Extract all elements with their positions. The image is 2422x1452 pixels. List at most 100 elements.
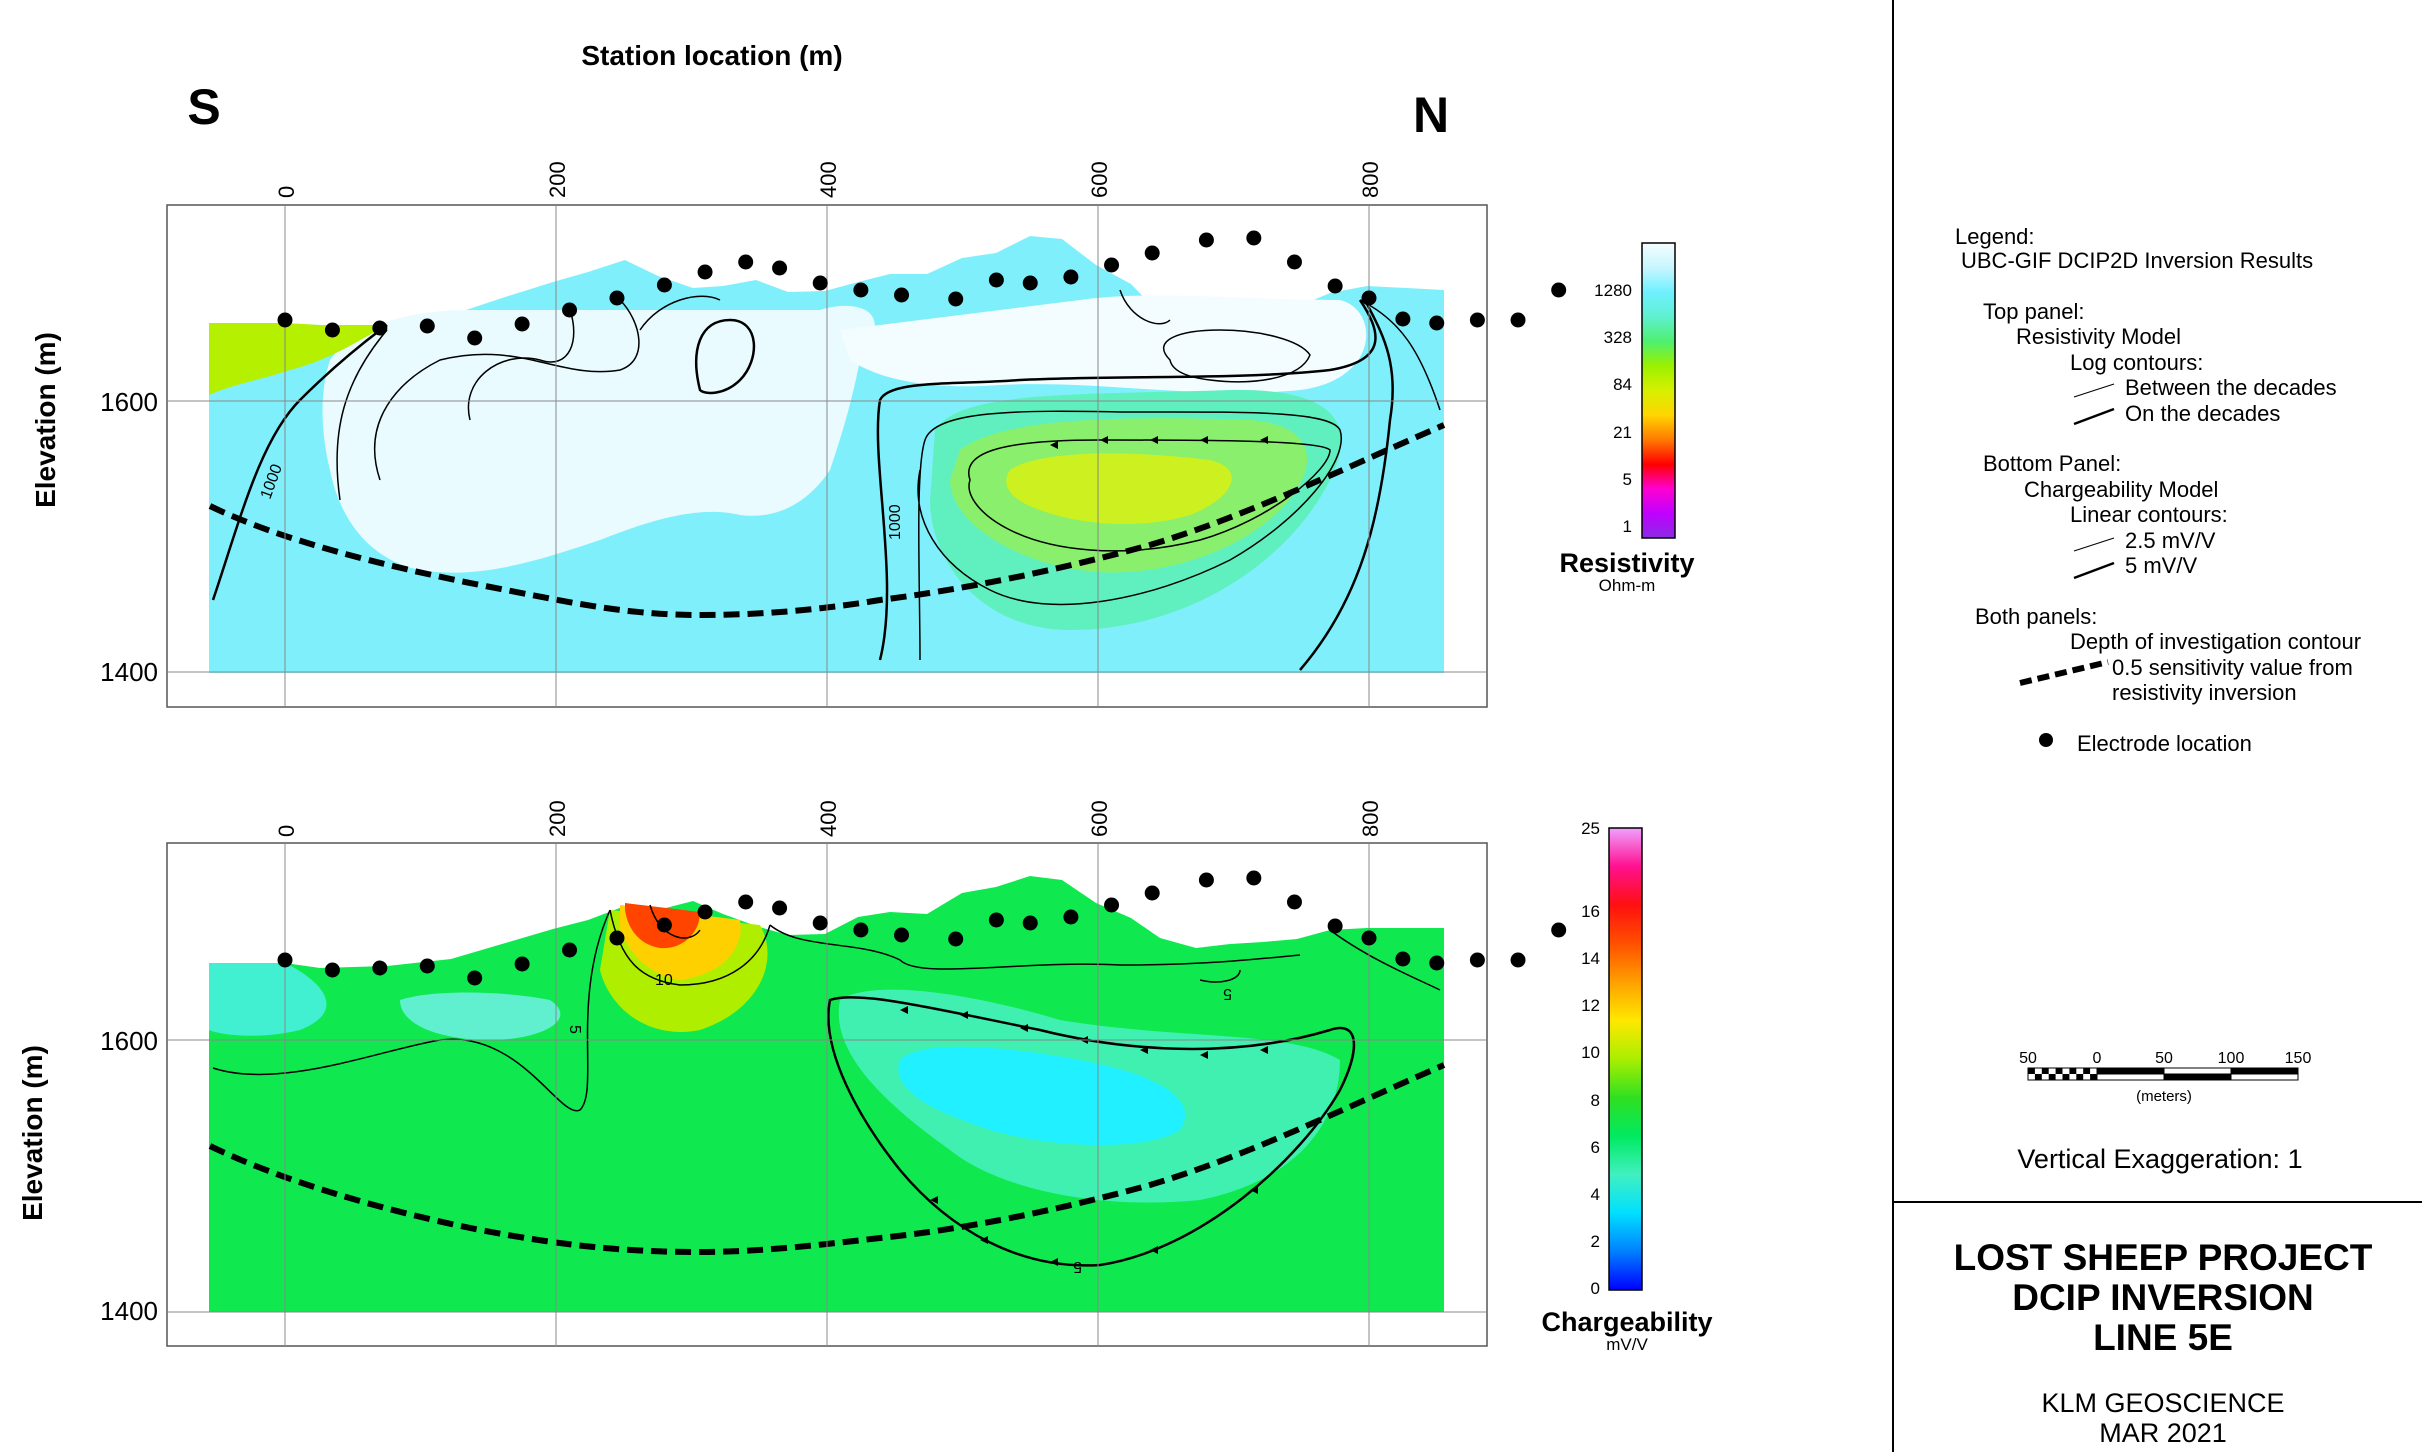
electrode-marker bbox=[656, 277, 672, 293]
electrode-marker bbox=[419, 318, 435, 334]
resistivity-scale-title: Resistivity bbox=[1559, 548, 1694, 578]
electrode-marker bbox=[853, 922, 869, 938]
electrode-marker bbox=[948, 291, 964, 307]
scale-bar-block bbox=[2230, 1073, 2299, 1081]
electrode-marker bbox=[853, 282, 869, 298]
scale-bar-segment bbox=[2034, 1074, 2042, 1080]
electrode-marker bbox=[1198, 232, 1214, 248]
chargeability-tick-6: 6 bbox=[1591, 1138, 1600, 1157]
electrode-marker bbox=[988, 272, 1004, 288]
resistivity-colorbar bbox=[1641, 242, 1676, 539]
legend-linear-contours: Linear contours: bbox=[2070, 502, 2228, 527]
electrode-marker bbox=[467, 330, 483, 346]
scale-bar-segment bbox=[2083, 1068, 2091, 1074]
electrode-marker bbox=[514, 316, 530, 332]
electrode-marker bbox=[277, 952, 293, 968]
legend-bottom-panel: Bottom Panel: bbox=[1983, 451, 2121, 476]
electrode-marker bbox=[467, 970, 483, 986]
legend-resistivity-model: Resistivity Model bbox=[2016, 324, 2181, 349]
resistivity-grid bbox=[167, 205, 1487, 707]
resistivity-high-zone-2 bbox=[840, 295, 1367, 393]
resistivity-lowest-zone bbox=[1006, 453, 1232, 525]
resistivity-x-ticks: 0 200 400 600 800 bbox=[274, 161, 1383, 198]
resistivity-contours bbox=[211, 289, 1441, 671]
chargeability-panel: 10 5 5 5 Elevation (m) 1600 1400 0 200 400… bbox=[17, 800, 1567, 1347]
scale-bar-blocks bbox=[2027, 1067, 2299, 1081]
scale-bar-segment bbox=[2076, 1074, 2084, 1080]
chargeability-doi-line bbox=[208, 1062, 1446, 1256]
electrode-marker bbox=[1327, 278, 1343, 294]
electrode-marker bbox=[894, 287, 910, 303]
legend-doi-symbol bbox=[2019, 659, 2109, 686]
chargeability-tick-12: 12 bbox=[1581, 996, 1600, 1015]
x-tick-label-0: 0 bbox=[274, 186, 299, 198]
x-tick-label-600: 600 bbox=[1087, 800, 1112, 837]
chargeability-surface-low-2 bbox=[400, 992, 561, 1040]
electrode-marker bbox=[562, 302, 578, 318]
resistivity-tick-328: 328 bbox=[1604, 328, 1632, 347]
electrode-marker bbox=[1198, 872, 1214, 888]
chargeability-tick-14: 14 bbox=[1581, 949, 1600, 968]
legend-doi-line3: resistivity inversion bbox=[2112, 680, 2297, 705]
south-label: S bbox=[187, 79, 220, 135]
resistivity-scale-ticks: 1280 328 84 21 5 1 bbox=[1594, 281, 1632, 536]
scale-bar-segment bbox=[2090, 1074, 2097, 1080]
electrode-marker bbox=[562, 942, 578, 958]
resistivity-y-axis-label: Elevation (m) bbox=[30, 332, 61, 508]
chargeability-y-tick-1600: 1600 bbox=[100, 1026, 158, 1056]
chargeability-y-tick-1400: 1400 bbox=[100, 1296, 158, 1326]
scale-bar-tick-150: 150 bbox=[2285, 1050, 2312, 1067]
x-tick-label-800: 800 bbox=[1358, 800, 1383, 837]
chargeability-contour-label-1: 10 bbox=[655, 972, 673, 989]
resistivity-surface-low bbox=[209, 323, 387, 395]
electrode-marker bbox=[772, 260, 788, 276]
title-date: MAR 2021 bbox=[2099, 1418, 2227, 1448]
resistivity-electrodes bbox=[277, 230, 1567, 346]
chargeability-x-ticks: 0 200 400 600 800 bbox=[274, 800, 1383, 837]
resistivity-scale-units: Ohm-m bbox=[1599, 576, 1656, 595]
electrode-marker bbox=[1286, 894, 1302, 910]
legend-thin-contour-symbol bbox=[2073, 537, 2115, 552]
electrode-marker bbox=[656, 917, 672, 933]
legend-top-panel: Top panel: bbox=[1983, 299, 2085, 324]
scale-bar-segment bbox=[2069, 1068, 2077, 1074]
scale-bar-block bbox=[2230, 1067, 2299, 1075]
electrode-marker bbox=[514, 956, 530, 972]
electrode-marker bbox=[1551, 282, 1567, 298]
electrode-marker bbox=[1361, 290, 1377, 306]
electrode-marker bbox=[1395, 951, 1411, 967]
chargeability-electrodes bbox=[277, 870, 1567, 986]
station-axis-title: Station location (m) bbox=[581, 40, 842, 71]
electrode-marker bbox=[1063, 269, 1079, 285]
electrode-marker bbox=[1246, 230, 1262, 246]
chargeability-contour-label-4: 5 bbox=[1073, 1258, 1082, 1275]
legend-subheading: UBC-GIF DCIP2D Inversion Results bbox=[1961, 248, 2313, 273]
resistivity-tick-1280: 1280 bbox=[1594, 281, 1632, 300]
title-line-2: DCIP INVERSION bbox=[2012, 1277, 2314, 1318]
chargeability-tick-10: 10 bbox=[1581, 1043, 1600, 1062]
x-tick-label-200: 200 bbox=[545, 800, 570, 837]
resistivity-doi-line bbox=[208, 422, 1446, 619]
scale-bar-units: (meters) bbox=[2136, 1088, 2192, 1105]
chargeability-tick-4: 4 bbox=[1591, 1185, 1600, 1204]
scale-bar-segment bbox=[2028, 1068, 2035, 1074]
scale-bar: 50 0 50 100 150 (meters) bbox=[2019, 1050, 2311, 1105]
scale-bar-segment bbox=[2062, 1074, 2070, 1080]
chargeability-tick-25: 25 bbox=[1581, 819, 1600, 838]
electrode-marker bbox=[372, 320, 388, 336]
chargeability-surface-low bbox=[209, 963, 327, 1036]
electrode-marker bbox=[324, 962, 340, 978]
electrode-marker bbox=[1395, 311, 1411, 327]
legend: Legend: UBC-GIF DCIP2D Inversion Results… bbox=[1955, 224, 2361, 756]
electrode-marker bbox=[1429, 315, 1445, 331]
scale-bar-tick-50-left: 50 bbox=[2019, 1050, 2037, 1067]
electrode-marker bbox=[1144, 885, 1160, 901]
chargeability-tick-0: 0 bbox=[1591, 1279, 1600, 1298]
company-name: KLM GEOSCIENCE bbox=[2041, 1388, 2284, 1418]
electrode-marker bbox=[812, 915, 828, 931]
legend-contour-2-5: 2.5 mV/V bbox=[2125, 528, 2216, 553]
scale-bar-segment bbox=[2041, 1068, 2049, 1074]
legend-thin-line-symbol bbox=[2073, 383, 2115, 398]
resistivity-high-zone bbox=[322, 305, 875, 573]
electrode-marker bbox=[1022, 915, 1038, 931]
